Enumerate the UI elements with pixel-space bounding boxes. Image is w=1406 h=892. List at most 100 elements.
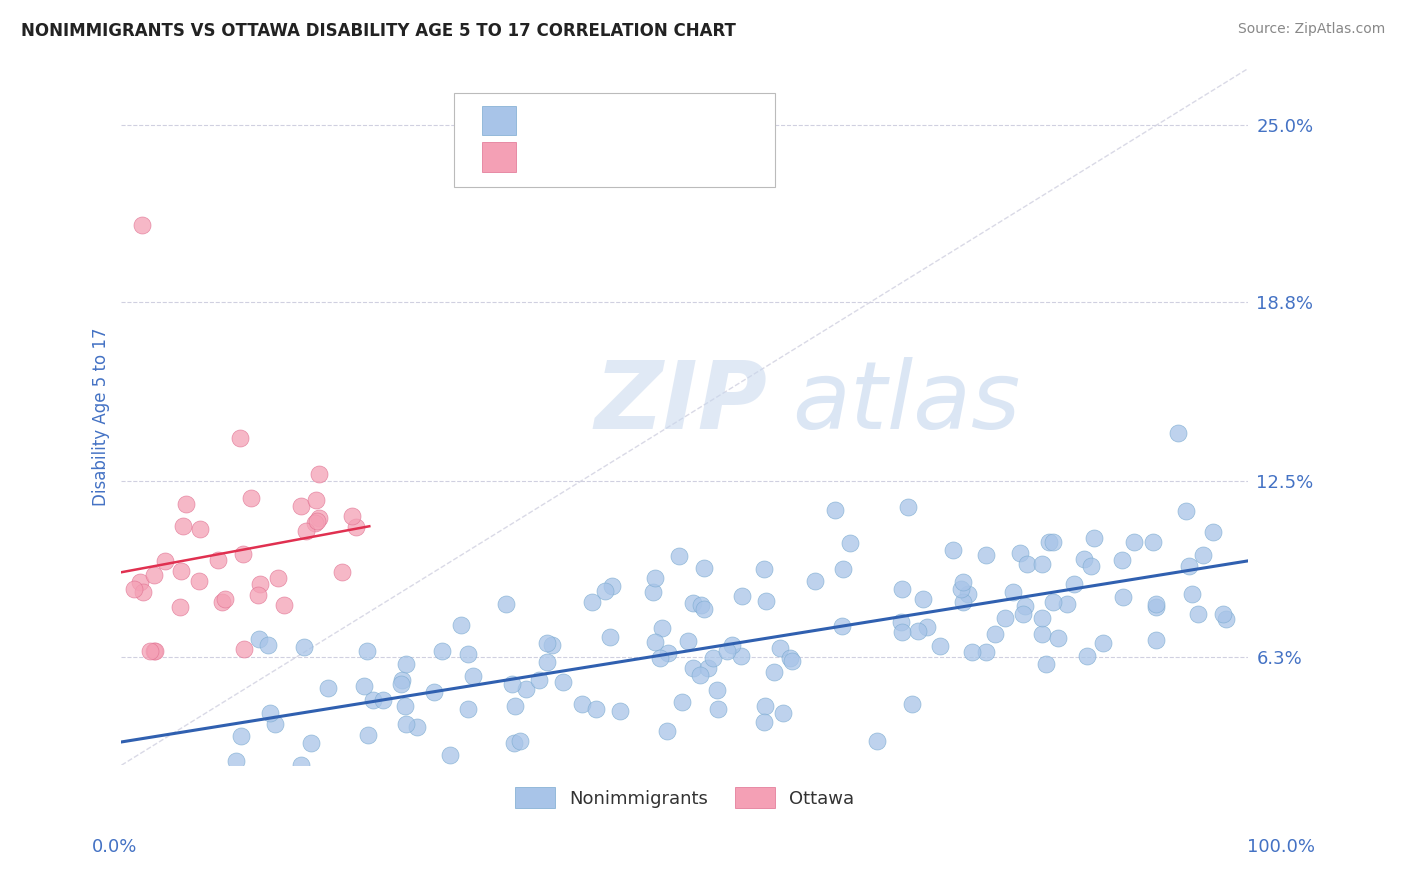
Point (901, 697, 924, 711)
Point (267, 571, 290, 585)
Point (132, 584, 155, 599)
Point (1056, 597, 1078, 611)
Point (301, 736, 323, 750)
Point (752, 562, 775, 576)
Point (1080, 559, 1102, 574)
Point (304, 516, 326, 530)
Point (439, 748, 461, 763)
Point (641, 585, 664, 599)
Point (942, 543, 965, 558)
Point (1192, 548, 1215, 562)
Point (515, 682, 537, 697)
Point (143, 644, 166, 658)
Point (600, 579, 623, 593)
Point (1142, 534, 1164, 549)
Point (249, 577, 271, 591)
Text: Source: ZipAtlas.com: Source: ZipAtlas.com (1237, 22, 1385, 37)
Point (308, 467, 330, 481)
Point (501, 677, 523, 691)
Point (495, 597, 517, 611)
Point (1035, 657, 1057, 671)
Text: NONIMMIGRANTS VS OTTAWA DISABILITY AGE 5 TO 17 CORRELATION CHART: NONIMMIGRANTS VS OTTAWA DISABILITY AGE 5… (21, 22, 735, 40)
Point (693, 601, 716, 615)
Point (295, 772, 318, 787)
Point (457, 648, 479, 662)
Point (806, 772, 828, 787)
Point (754, 714, 776, 729)
Point (536, 655, 558, 669)
Point (1008, 546, 1031, 560)
Point (907, 624, 929, 639)
Point (697, 661, 720, 675)
Text: R = 0.39   N =  36: R = 0.39 N = 36 (529, 148, 689, 166)
Point (593, 583, 616, 598)
Point (952, 575, 974, 590)
Point (143, 644, 166, 658)
Point (257, 638, 280, 652)
Point (290, 500, 312, 514)
Point (1144, 633, 1167, 648)
Point (359, 772, 381, 787)
Point (754, 699, 776, 714)
Point (581, 595, 603, 609)
Point (682, 661, 704, 675)
Point (391, 673, 413, 687)
Point (706, 683, 728, 698)
Point (330, 565, 353, 579)
Point (702, 650, 724, 665)
Point (1092, 635, 1115, 649)
Point (891, 582, 914, 596)
Point (169, 600, 191, 615)
Point (541, 638, 564, 652)
Point (668, 549, 690, 564)
Point (305, 493, 328, 508)
Point (1167, 425, 1189, 440)
Point (897, 500, 920, 514)
Legend: Nonimmigrants, Ottawa: Nonimmigrants, Ottawa (508, 780, 862, 815)
Point (423, 685, 446, 699)
Point (1175, 504, 1198, 518)
Point (503, 699, 526, 714)
Point (394, 698, 416, 713)
Point (692, 560, 714, 574)
Point (1144, 598, 1167, 612)
Point (295, 524, 318, 538)
Point (1187, 607, 1209, 621)
Bar (482, 106, 516, 136)
Point (952, 595, 974, 609)
Bar (482, 143, 516, 171)
Point (1012, 607, 1035, 621)
Point (1038, 535, 1060, 549)
Point (1112, 591, 1135, 605)
Point (153, 554, 176, 568)
Text: atlas: atlas (792, 358, 1019, 449)
Point (207, 553, 229, 567)
Point (305, 514, 328, 528)
Point (232, 547, 254, 561)
Point (233, 642, 256, 657)
Point (527, 673, 550, 688)
Point (503, 736, 526, 750)
Point (1111, 553, 1133, 567)
Point (779, 651, 801, 665)
Point (994, 611, 1017, 625)
Point (1073, 552, 1095, 566)
Point (361, 692, 384, 706)
Point (984, 627, 1007, 641)
Point (707, 702, 730, 716)
Point (353, 679, 375, 693)
Point (731, 589, 754, 603)
Point (308, 511, 330, 525)
Point (211, 595, 233, 609)
Point (551, 674, 574, 689)
Point (1017, 557, 1039, 571)
Point (1083, 531, 1105, 545)
Point (929, 639, 952, 653)
Point (644, 635, 666, 649)
Point (678, 634, 700, 648)
Point (962, 645, 984, 659)
Point (1042, 535, 1064, 549)
Point (1014, 599, 1036, 614)
Point (344, 520, 367, 534)
Point (716, 644, 738, 658)
